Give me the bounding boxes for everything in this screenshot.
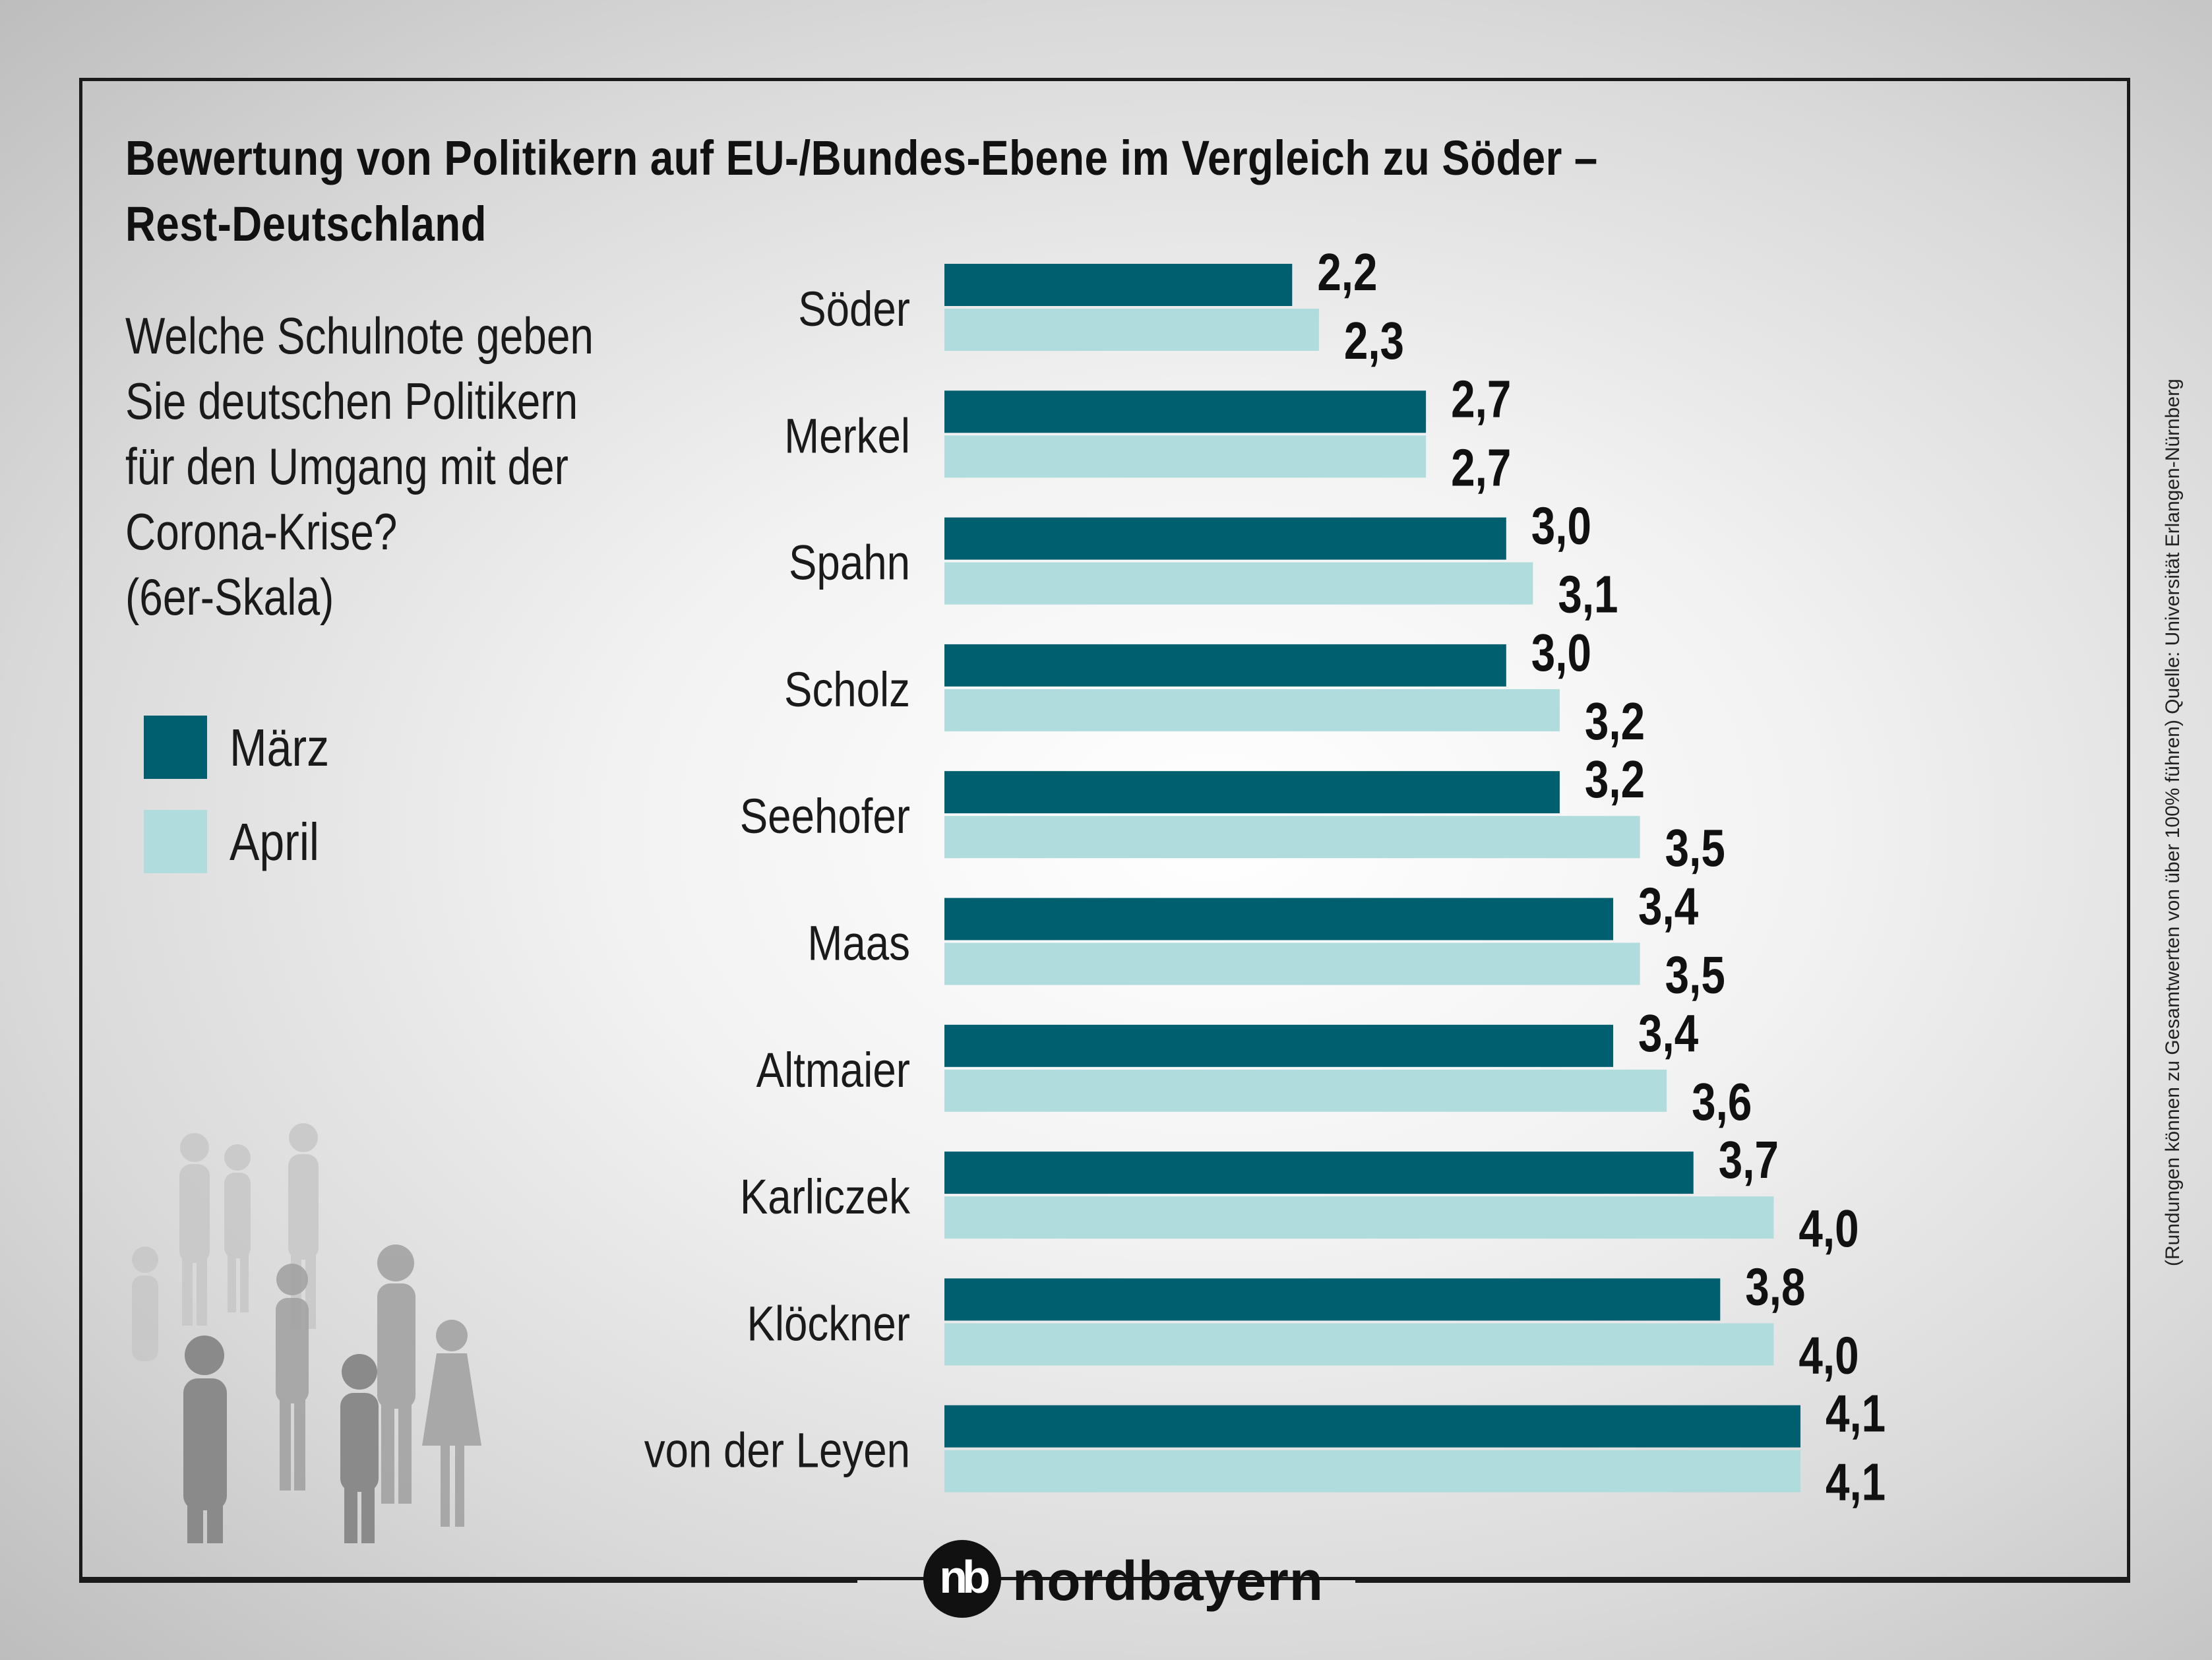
bar-spahn-april bbox=[944, 562, 1533, 605]
nordbayern-logo: nb nordbayern bbox=[923, 1540, 1323, 1626]
bar-soder-marz bbox=[944, 264, 1293, 306]
bar-spahn-marz bbox=[944, 517, 1506, 560]
chart-title: Bewertung von Politikern auf EU-/Bundes-… bbox=[125, 125, 1657, 257]
category-label-seehofer: Seehofer bbox=[740, 789, 910, 844]
legend-label-maerz: März bbox=[230, 718, 330, 777]
category-label-klockner: Klöckner bbox=[747, 1297, 910, 1351]
bar-seehofer-april bbox=[944, 816, 1640, 859]
category-label-maas: Maas bbox=[807, 916, 910, 971]
value-label-von-der-leyen-april: 4,1 bbox=[1826, 1453, 1886, 1512]
bars-layer bbox=[944, 264, 1800, 1492]
bar-altmaier-april bbox=[944, 1069, 1667, 1112]
legend-label-april: April bbox=[230, 813, 320, 871]
value-label-karliczek-marz: 3,7 bbox=[1719, 1130, 1779, 1190]
title-line-1: Bewertung von Politikern auf EU-/Bundes-… bbox=[125, 131, 1598, 185]
legend-swatch-april bbox=[144, 810, 207, 873]
value-label-maas-april: 3,5 bbox=[1665, 945, 1725, 1004]
bar-merkel-marz bbox=[944, 390, 1427, 433]
nordbayern-logo-icon: nb bbox=[923, 1540, 1001, 1618]
bottom-rule-left bbox=[79, 1580, 857, 1583]
bar-scholz-april bbox=[944, 689, 1560, 731]
bar-karliczek-marz bbox=[944, 1152, 1694, 1194]
bar-soder-april bbox=[944, 309, 1319, 351]
category-labels: Söder Merkel Spahn Scholz Seehofer Maas Altmai… bbox=[644, 282, 911, 1478]
category-label-karliczek: Karliczek bbox=[740, 1170, 911, 1225]
bar-karliczek-april bbox=[944, 1196, 1774, 1239]
value-label-seehofer-marz: 3,2 bbox=[1585, 750, 1645, 809]
bar-von-der-leyen-marz bbox=[944, 1405, 1800, 1448]
bar-seehofer-marz bbox=[944, 771, 1560, 814]
category-label-merkel: Merkel bbox=[784, 409, 910, 464]
category-label-spahn: Spahn bbox=[789, 536, 910, 590]
category-label-von-der-leyen: von der Leyen bbox=[644, 1423, 910, 1478]
category-label-scholz: Scholz bbox=[784, 662, 910, 717]
chart-frame bbox=[79, 78, 2130, 1580]
category-label-soder: Söder bbox=[798, 282, 910, 337]
bar-scholz-marz bbox=[944, 644, 1506, 687]
value-label-soder-april: 2,3 bbox=[1344, 311, 1404, 371]
value-label-von-der-leyen-marz: 4,1 bbox=[1826, 1384, 1886, 1444]
value-label-maas-marz: 3,4 bbox=[1638, 876, 1698, 936]
value-label-scholz-marz: 3,0 bbox=[1531, 623, 1591, 683]
value-label-klockner-april: 4,0 bbox=[1798, 1326, 1859, 1385]
bar-maas-april bbox=[944, 942, 1640, 985]
value-label-merkel-april: 2,7 bbox=[1451, 438, 1511, 497]
value-label-seehofer-april: 3,5 bbox=[1665, 818, 1725, 878]
bar-klockner-marz bbox=[944, 1278, 1721, 1321]
value-label-scholz-april: 3,2 bbox=[1585, 692, 1645, 751]
value-label-spahn-april: 3,1 bbox=[1558, 565, 1618, 624]
category-label-altmaier: Altmaier bbox=[756, 1043, 910, 1097]
source-note: (Rundungen können zu Gesamtwerten von üb… bbox=[2162, 379, 2184, 1266]
value-label-altmaier-april: 3,6 bbox=[1692, 1072, 1752, 1132]
survey-question: Welche Schulnote geben Sie deutschen Pol… bbox=[125, 307, 594, 626]
nordbayern-logo-text: nordbayern bbox=[1012, 1550, 1324, 1612]
legend-swatch-maerz bbox=[144, 716, 207, 779]
title-line-2: Rest-Deutschland bbox=[125, 197, 487, 251]
value-label-klockner-marz: 3,8 bbox=[1745, 1257, 1805, 1316]
people-silhouettes-graphic bbox=[132, 1123, 481, 1543]
value-label-spahn-marz: 3,0 bbox=[1531, 496, 1591, 555]
bar-merkel-april bbox=[944, 435, 1427, 478]
bar-von-der-leyen-april bbox=[944, 1450, 1800, 1492]
bar-maas-marz bbox=[944, 898, 1614, 940]
value-label-karliczek-april: 4,0 bbox=[1798, 1199, 1859, 1258]
value-label-merkel-marz: 2,7 bbox=[1451, 369, 1511, 429]
value-labels: 2,22,32,72,73,03,13,03,23,23,53,43,53,43… bbox=[1317, 243, 1886, 1512]
bottom-rule-right bbox=[1355, 1580, 2130, 1583]
value-label-soder-marz: 2,2 bbox=[1317, 243, 1377, 302]
bar-klockner-april bbox=[944, 1323, 1774, 1366]
value-label-altmaier-marz: 3,4 bbox=[1638, 1004, 1698, 1063]
bar-altmaier-marz bbox=[944, 1024, 1614, 1067]
